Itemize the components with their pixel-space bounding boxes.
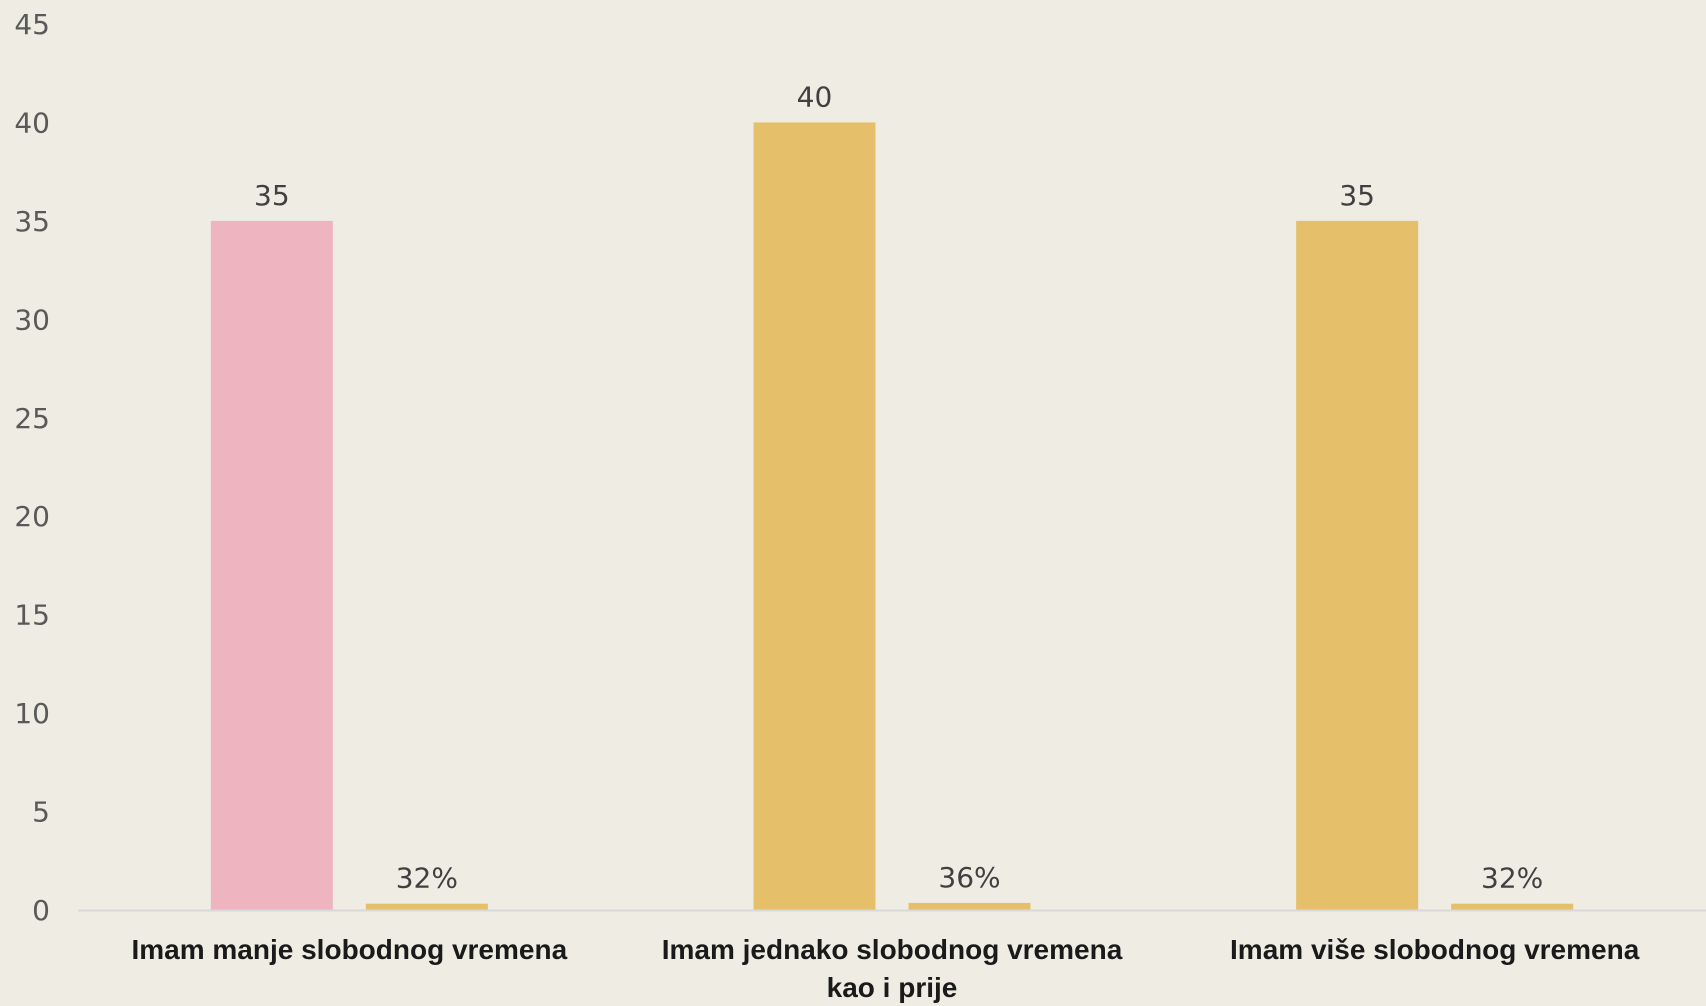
data-label: 32%	[396, 862, 458, 895]
bars	[210, 122, 1574, 910]
y-tick-label: 30	[14, 303, 50, 336]
data-label: 40	[797, 80, 833, 113]
bar	[908, 902, 1031, 910]
data-label: 36%	[938, 861, 1000, 894]
y-tick-label: 0	[32, 894, 50, 927]
y-tick-label: 10	[14, 697, 50, 730]
y-tick-label: 5	[32, 796, 50, 829]
x-category-label: Imam više slobodnog vremena	[1230, 934, 1640, 965]
data-labels: 35 32% 40 36% 35 32%	[254, 80, 1543, 894]
bar	[1296, 220, 1419, 910]
y-tick-label: 25	[14, 402, 50, 435]
bar	[210, 220, 333, 910]
y-tick-label: 45	[14, 8, 50, 41]
x-category-label: Imam jednako slobodnog vremena kao i prij…	[662, 934, 1123, 1003]
y-tick-label: 35	[14, 205, 50, 238]
data-label: 32%	[1481, 862, 1543, 895]
y-tick-label: 20	[14, 500, 50, 533]
y-axis-ticks: 0 5 10 15 20 25 30 35 40 45	[14, 8, 50, 927]
bar	[365, 903, 488, 910]
bar	[753, 122, 876, 910]
y-tick-label: 15	[14, 599, 50, 632]
data-label: 35	[1339, 179, 1375, 212]
data-label: 35	[254, 179, 290, 212]
y-tick-label: 40	[14, 106, 50, 139]
x-category-label: Imam manje slobodnog vremena	[131, 934, 567, 965]
bar	[1451, 903, 1574, 910]
category-labels: Imam manje slobodnog vremena Imam jednako…	[131, 934, 1639, 1003]
